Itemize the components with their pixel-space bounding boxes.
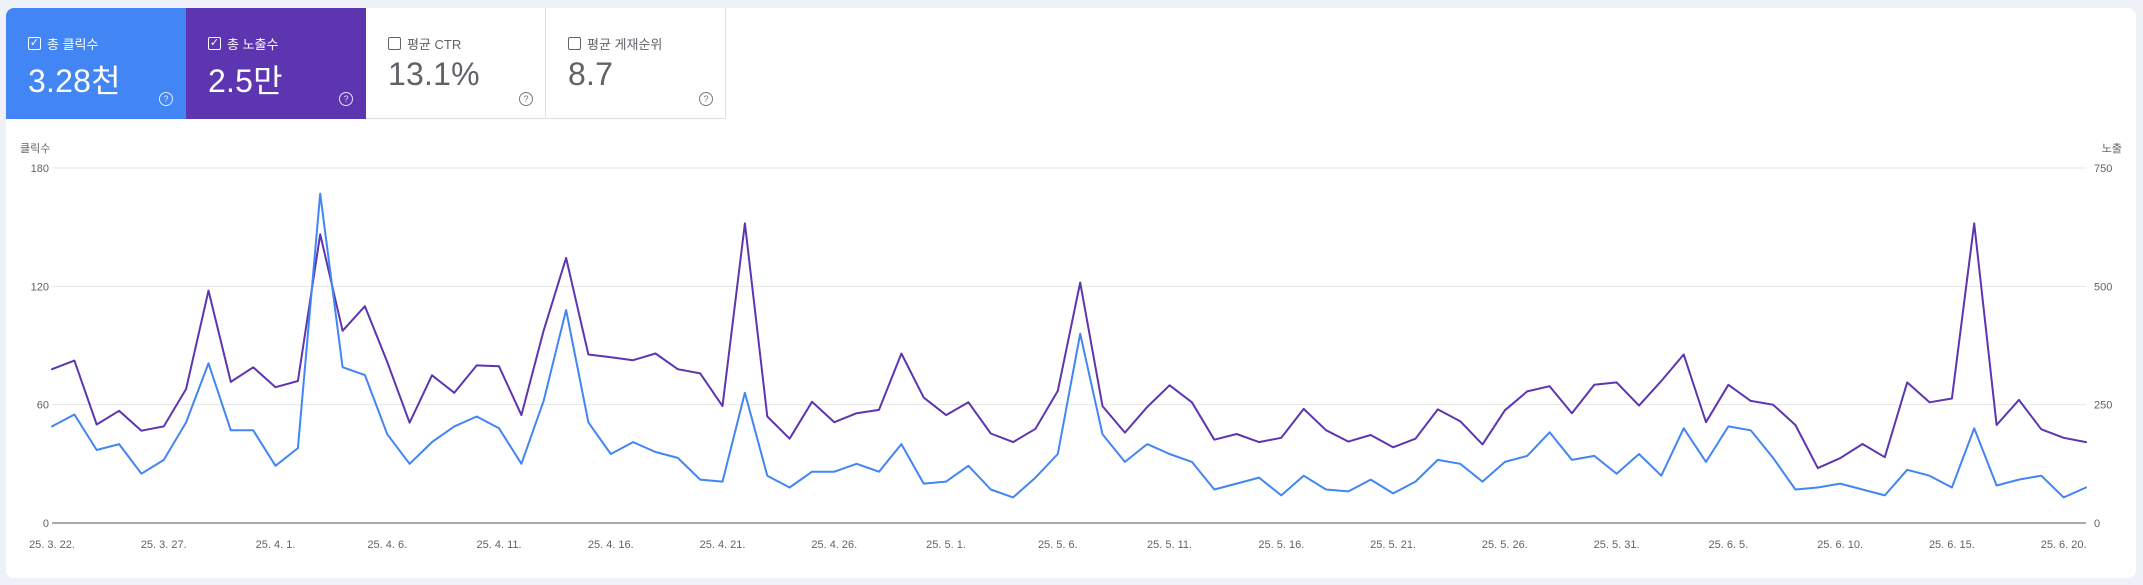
y-tick-left: 120 — [31, 281, 49, 293]
performance-line-chart: 클릭수 노출 180 750 120 500 60 250 0 0 25. 3. 22. 25. 3.… — [20, 142, 2122, 551]
checkbox-checked-icon[interactable]: ✓ — [208, 37, 221, 50]
checkbox-icon[interactable] — [388, 37, 401, 50]
metric-label: 평균 게재순위 — [587, 37, 663, 52]
x-tick-label: 25. 4. 11. — [477, 539, 522, 551]
y-tick-left: 60 — [37, 400, 49, 412]
x-tick-label: 25. 3. 27. — [141, 539, 187, 551]
x-tick-label: 25. 4. 16. — [588, 539, 634, 551]
metric-tab-position[interactable]: 평균 게재순위 8.7 ? — [546, 8, 726, 119]
x-tick-label: 25. 4. 26. — [811, 539, 857, 551]
x-tick-label: 25. 4. 6. — [367, 539, 407, 551]
checkbox-checked-icon[interactable]: ✓ — [28, 37, 41, 50]
metric-header: 평균 CTR — [388, 34, 461, 53]
metric-header: ✓ 총 클릭수 — [28, 34, 98, 53]
checkbox-icon[interactable] — [568, 37, 581, 50]
x-tick-label: 25. 6. 10. — [1817, 539, 1863, 551]
impressions-series-line — [51, 222, 2087, 470]
help-circle-icon[interactable]: ? — [159, 92, 173, 106]
clicks-series-line — [51, 192, 2087, 499]
metric-label: 평균 CTR — [407, 37, 462, 52]
metric-label: 총 클릭수 — [47, 37, 99, 52]
metric-tab-ctr[interactable]: 평균 CTR 13.1% ? — [366, 8, 546, 119]
y-tick-right: 750 — [2094, 163, 2112, 175]
metric-value: 13.1% — [388, 56, 480, 92]
y-tick-right: 250 — [2094, 400, 2112, 412]
y-tick-left: 180 — [31, 163, 49, 175]
metric-tab-impressions[interactable]: ✓ 총 노출수 2.5만 ? — [186, 8, 366, 119]
y-axis-right-title: 노출 — [2102, 142, 2122, 155]
x-tick-label: 25. 6. 5. — [1708, 539, 1748, 551]
y-tick-left: 0 — [43, 518, 49, 530]
x-tick-label: 25. 6. 15. — [1929, 539, 1975, 551]
metric-tabs: ✓ 총 클릭수 3.28천 ? ✓ 총 노출수 2.5만 ? 평균 CTR 13… — [6, 8, 726, 119]
metric-header: ✓ 총 노출수 — [208, 34, 278, 53]
y-axis-left-title: 클릭수 — [20, 142, 50, 155]
metric-header: 평균 게재순위 — [568, 34, 662, 53]
metric-value: 2.5만 — [208, 63, 283, 99]
x-tick-label: 25. 5. 11. — [1147, 539, 1192, 551]
metric-value: 3.28천 — [28, 63, 121, 99]
x-tick-label: 25. 5. 6. — [1038, 539, 1078, 551]
help-circle-icon[interactable]: ? — [339, 92, 353, 106]
x-tick-label: 25. 5. 21. — [1370, 539, 1416, 551]
metric-label: 총 노출수 — [227, 37, 279, 52]
x-tick-label: 25. 4. 1. — [256, 539, 296, 551]
x-tick-label: 25. 4. 21. — [700, 539, 746, 551]
x-tick-label: 25. 5. 31. — [1594, 539, 1640, 551]
y-tick-right: 0 — [2094, 518, 2100, 530]
performance-card: ✓ 총 클릭수 3.28천 ? ✓ 총 노출수 2.5만 ? 평균 CTR 13… — [6, 8, 2136, 578]
help-circle-icon[interactable]: ? — [699, 92, 713, 106]
help-circle-icon[interactable]: ? — [519, 92, 533, 106]
y-tick-right: 500 — [2094, 281, 2112, 293]
metric-value: 8.7 — [568, 56, 614, 92]
x-tick-label: 25. 5. 16. — [1258, 539, 1304, 551]
x-tick-label: 25. 5. 1. — [926, 539, 966, 551]
x-tick-label: 25. 3. 22. — [29, 539, 75, 551]
metric-tab-clicks[interactable]: ✓ 총 클릭수 3.28천 ? — [6, 8, 186, 119]
x-tick-label: 25. 6. 20. — [2041, 539, 2087, 551]
x-tick-label: 25. 5. 26. — [1482, 539, 1528, 551]
